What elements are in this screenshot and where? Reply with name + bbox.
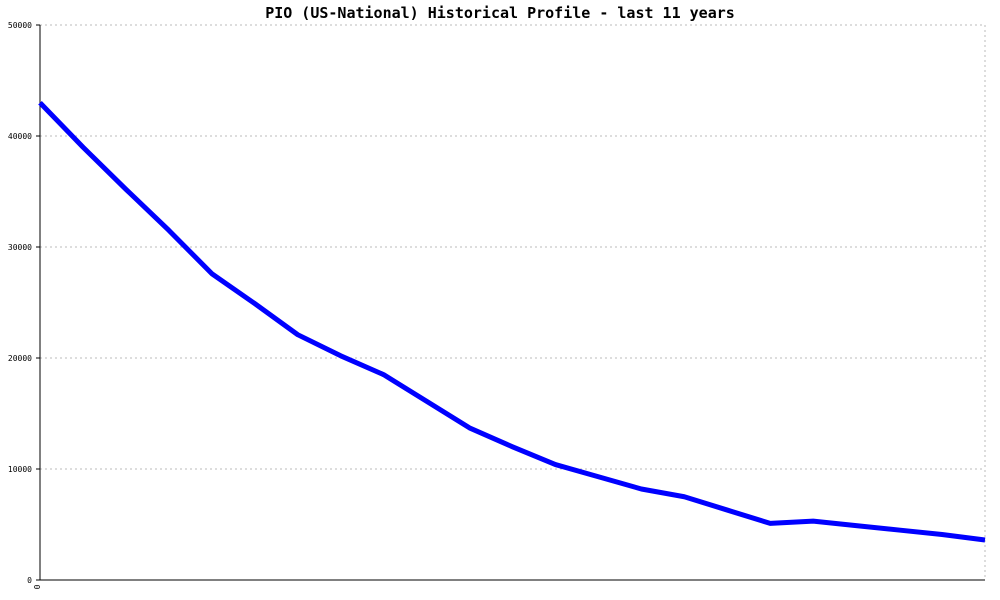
y-tick-label: 50000 — [8, 21, 32, 30]
y-tick-label: 10000 — [8, 465, 32, 474]
y-tick-label: 0 — [27, 576, 32, 585]
y-tick-label: 20000 — [8, 354, 32, 363]
data-line — [38, 100, 986, 543]
x-tick-label: 0 — [33, 584, 42, 589]
y-tick-label: 30000 — [8, 243, 32, 252]
y-tick-label: 40000 — [8, 132, 32, 141]
chart-title: PIO (US-National) Historical Profile - l… — [265, 4, 735, 22]
